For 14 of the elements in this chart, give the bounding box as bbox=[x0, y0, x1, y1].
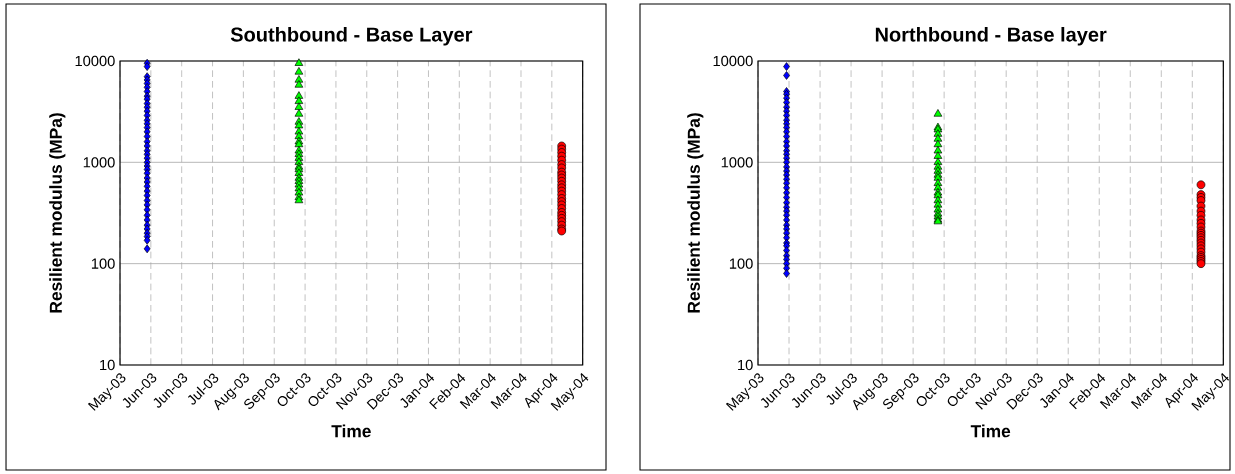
y-tick-label: 1000 bbox=[721, 157, 753, 168]
y-tick-label: 10 bbox=[738, 359, 753, 371]
x-axis-title: Time bbox=[331, 424, 371, 438]
y-tick-label: 10000 bbox=[713, 55, 753, 67]
y-tick-label: 10000 bbox=[75, 55, 115, 67]
chart-title: Southbound - Base Layer bbox=[230, 26, 473, 46]
y-axis-title: Resilient modulus (MPa) bbox=[49, 113, 66, 313]
x-axis-title: Time bbox=[970, 424, 1011, 438]
chart-title: Northbound - Base layer bbox=[875, 26, 1107, 46]
y-tick-label: 1000 bbox=[83, 157, 115, 168]
y-tick-label: 100 bbox=[91, 258, 115, 269]
y-tick-label: 100 bbox=[729, 258, 753, 269]
y-tick-label: 10 bbox=[100, 359, 115, 371]
y-axis-title: Resilient modulus (MPa) bbox=[687, 113, 704, 313]
